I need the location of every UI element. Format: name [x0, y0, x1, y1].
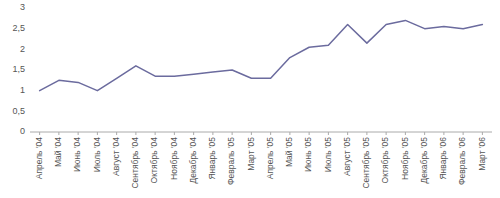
x-tick: [347, 132, 348, 135]
x-tick-label: Январь '05: [207, 137, 217, 180]
y-tick-label: 0: [20, 126, 25, 136]
x-tick: [58, 132, 59, 135]
x-tick-label: Август '05: [342, 137, 352, 176]
x-tick-label: Февраль '05: [226, 137, 236, 185]
y-tick-label: 1: [20, 85, 25, 95]
x-tick-label: Март '05: [246, 137, 256, 171]
x-axis-line: [30, 132, 492, 133]
x-tick: [463, 132, 464, 135]
x-tick: [443, 132, 444, 135]
x-tick-label: Июль '05: [323, 137, 333, 172]
x-tick: [39, 132, 40, 135]
x-tick-label: Июль '04: [92, 137, 102, 172]
x-tick-label: Август '04: [111, 137, 121, 176]
y-axis: 0 0,5 1 1,5 2 2,5 3: [12, 2, 25, 136]
x-tick: [78, 132, 79, 135]
x-tick-label: Апрель '04: [34, 137, 44, 180]
x-tick-label: Май '04: [53, 137, 63, 167]
x-tick-label: Июнь '04: [72, 137, 82, 172]
plot-area: [40, 20, 483, 90]
y-tick-label: 3: [20, 2, 25, 12]
x-tick: [116, 132, 117, 135]
x-tick: [386, 132, 387, 135]
x-tick: [193, 132, 194, 135]
x-tick: [424, 132, 425, 135]
x-tick: [328, 132, 329, 135]
x-tick-label: Ноябрь '05: [400, 137, 410, 180]
x-tick-label: Октябрь '05: [380, 137, 390, 184]
x-tick: [289, 132, 290, 135]
chart-container: 0 0,5 1 1,5 2 2,5 3 Апрель '04 Май '04 Июнь '04 Ию…: [0, 0, 500, 198]
x-tick: [155, 132, 156, 135]
x-tick-label: Март '06: [477, 137, 487, 171]
x-tick-label: Апрель '05: [265, 137, 275, 180]
y-tick-label: 0,5: [12, 106, 25, 116]
x-tick: [405, 132, 406, 135]
x-tick: [232, 132, 233, 135]
x-tick-label: Декабрь '04: [188, 137, 198, 184]
x-tick: [482, 132, 483, 135]
x-tick-label: Сентябрь '04: [130, 137, 140, 189]
x-tick-label: Май '05: [284, 137, 294, 167]
x-tick: [97, 132, 98, 135]
x-tick: [212, 132, 213, 135]
y-tick-label: 2: [20, 44, 25, 54]
x-tick-label: Октябрь '04: [149, 137, 159, 184]
x-tick-label: Декабрь '05: [419, 137, 429, 184]
x-tick-label: Сентябрь '05: [361, 137, 371, 189]
line-chart: 0 0,5 1 1,5 2 2,5 3 Апрель '04 Май '04 Июнь '04 Ию…: [0, 0, 500, 198]
x-tick: [309, 132, 310, 135]
x-tick: [251, 132, 252, 135]
x-tick: [270, 132, 271, 135]
data-line: [40, 20, 483, 90]
x-tick: [366, 132, 367, 135]
x-tick: [174, 132, 175, 135]
x-tick-label: Ноябрь '04: [169, 137, 179, 180]
x-tick-label: Январь '06: [438, 137, 448, 180]
x-tick-label: Февраль '06: [457, 137, 467, 185]
y-tick-label: 1,5: [12, 64, 25, 74]
y-tick-label: 2,5: [12, 23, 25, 33]
x-axis: Апрель '04 Май '04 Июнь '04 Июль '04 Август …: [30, 132, 492, 189]
x-tick-label: Июнь '05: [303, 137, 313, 172]
x-tick: [135, 132, 136, 135]
